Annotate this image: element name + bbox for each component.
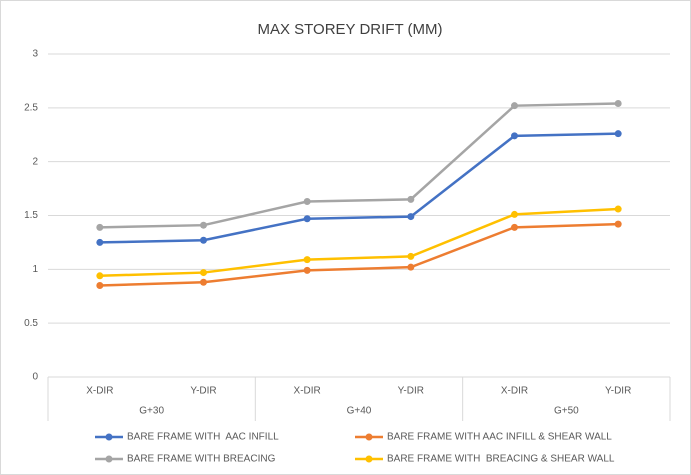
x-tick-label: Y-DIR [605,386,631,397]
data-point [614,205,622,213]
x-tick-label: Y-DIR [398,386,424,397]
group-label: G+30 [139,406,164,417]
data-point [200,221,207,229]
data-point [407,263,415,271]
data-point [407,195,415,203]
x-tick-label: X-DIR [86,386,113,397]
series-line [99,222,619,287]
legend-marker [105,433,113,441]
legend-marker [365,455,373,463]
legend-label: BARE FRAME WITH AAC INFILL [127,432,279,443]
data-point [407,252,415,260]
data-point [511,132,518,140]
data-point [303,266,311,274]
group-label: G+50 [554,406,579,417]
legend-label: BARE FRAME WITH BREACING [127,454,276,465]
data-point [96,223,104,231]
y-tick-label: 1 [32,264,38,275]
data-point [200,236,207,244]
data-point [303,256,311,264]
data-point [96,272,104,280]
data-point [511,102,518,110]
data-point [407,213,415,221]
data-point [614,220,622,228]
group-label: G+40 [347,406,372,417]
y-tick-label: 2 [32,156,38,167]
y-tick-label: 2.5 [24,102,38,113]
data-point [96,238,104,246]
x-tick-label: Y-DIR [190,386,216,397]
y-tick-label: 3 [32,49,38,60]
x-tick-label: X-DIR [294,386,321,397]
series-line [99,132,619,244]
legend-marker [365,433,373,441]
legend-marker [105,455,113,463]
legend-label: BARE FRAME WITH BREACING & SHEAR WALL [387,454,615,465]
data-point [96,281,104,289]
data-point [614,100,622,108]
data-point [511,210,518,218]
data-point [511,223,518,231]
data-point [303,198,311,206]
series-line [99,102,619,229]
legend-label: BARE FRAME WITH AAC INFILL & SHEAR WALL [387,432,612,443]
data-point [303,215,311,223]
y-tick-label: 0.5 [24,318,38,329]
series-line [99,207,619,278]
chart-title: MAX STOREY DRIFT (MM) [257,21,442,38]
x-tick-label: X-DIR [501,386,528,397]
y-tick-label: 1.5 [24,210,38,221]
data-point [200,278,207,286]
data-point [200,269,207,277]
data-point [614,130,622,138]
y-tick-label: 0 [32,372,38,383]
